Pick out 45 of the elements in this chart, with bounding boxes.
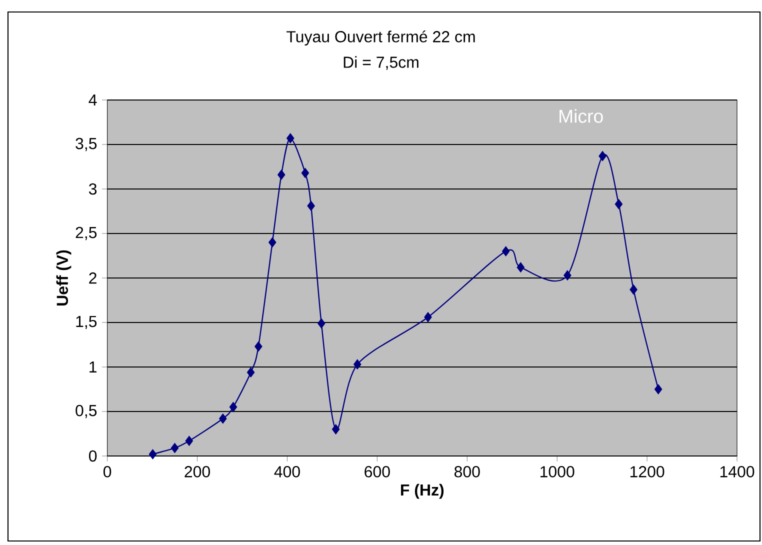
point	[301, 168, 310, 178]
point	[254, 342, 262, 352]
point	[229, 402, 238, 412]
x-tick-label: 1200	[630, 466, 664, 478]
y-tick-label: 0	[88, 450, 97, 462]
point	[502, 246, 510, 256]
point	[630, 284, 638, 294]
y-tick-label: 3	[88, 183, 97, 195]
chart-title: Tuyau Ouvert fermé 22 cm	[286, 30, 475, 46]
y-tick-label: 1	[90, 362, 96, 372]
point	[278, 170, 286, 180]
y-tick-label: 2,5	[76, 226, 97, 240]
x-tick-label: 600	[364, 466, 390, 478]
point	[354, 359, 362, 370]
x-axis-title: F (Hz)	[401, 484, 444, 499]
point	[516, 262, 524, 272]
y-tick-label: 3,5	[76, 138, 97, 152]
x-tick-label: 1000	[540, 466, 574, 478]
point	[219, 414, 227, 424]
point	[185, 436, 193, 446]
point	[148, 449, 157, 460]
chart-subtitle: Di = 7,5cm	[344, 56, 418, 70]
point	[318, 318, 326, 328]
point	[614, 199, 623, 209]
annotation: Micro	[560, 109, 603, 123]
x-tick-label: 200	[184, 466, 210, 478]
point	[246, 367, 255, 378]
y-axis-title: Ueff (V)	[56, 250, 72, 306]
x-tick-label: 1400	[720, 466, 754, 478]
point	[268, 238, 276, 248]
point	[332, 424, 340, 434]
point	[564, 270, 572, 280]
y-tick-label: 1,5	[76, 316, 97, 330]
y-tick-label: 4	[88, 94, 97, 106]
point	[598, 151, 606, 161]
x-tick-label: 400	[274, 466, 300, 478]
x-tick-label: 0	[103, 466, 112, 478]
y-tick-label: 0,5	[76, 404, 97, 418]
point	[654, 384, 662, 394]
y-tick-label: 2	[89, 272, 96, 284]
point	[170, 443, 179, 453]
point	[424, 312, 432, 322]
x-tick-label: 800	[454, 466, 480, 478]
point	[286, 133, 294, 144]
point	[307, 201, 315, 211]
